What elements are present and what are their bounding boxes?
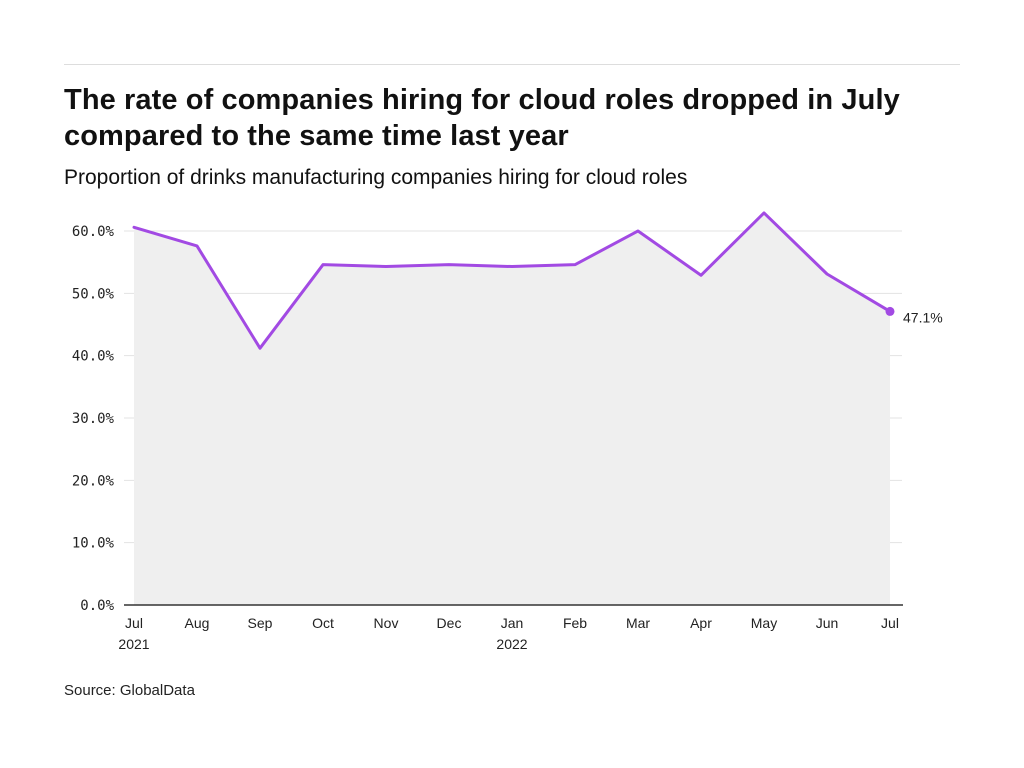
end-point-marker — [885, 306, 895, 316]
y-tick-label: 10.0% — [72, 536, 115, 552]
chart-subtitle: Proportion of drinks manufacturing compa… — [64, 166, 688, 189]
x-tick-label: Sep — [248, 615, 273, 631]
x-tick-label: Apr — [690, 615, 712, 631]
area-fill — [134, 212, 890, 605]
x-tick-label: Mar — [626, 615, 650, 631]
end-value-label: 47.1% — [903, 309, 943, 325]
y-tick-label: 20.0% — [72, 473, 115, 489]
x-tick-label: Nov — [374, 615, 399, 631]
x-tick-label: Oct — [312, 615, 334, 631]
series-line — [132, 211, 892, 350]
source-note: Source: GlobalData — [64, 682, 195, 699]
top-rule — [64, 64, 960, 65]
chart-title: The rate of companies hiring for cloud r… — [64, 84, 900, 152]
y-tick-label: 50.0% — [72, 286, 115, 302]
y-axis-ticks: 0.0% 10.0% 20.0% 30.0% 40.0% 50.0% 60.0% — [72, 224, 115, 614]
x-tick-label: Feb — [563, 615, 587, 631]
y-tick-label: 30.0% — [72, 411, 115, 427]
x-tick-label: Dec — [437, 615, 462, 631]
x-tick-label: Jul 2021 — [118, 615, 149, 652]
x-tick-label: Jan 2022 — [496, 615, 527, 652]
y-tick-label: 60.0% — [72, 224, 115, 240]
x-tick-label: May — [751, 615, 777, 631]
x-tick-label: Jul — [881, 615, 899, 631]
y-tick-label: 40.0% — [72, 349, 115, 365]
x-axis-ticks: Jul 2021 Aug Sep Oct Nov Dec Jan 2022 Feb Mar Apr Ma… — [118, 615, 899, 652]
x-tick-label: Aug — [185, 615, 210, 631]
x-tick-label: Jun — [816, 615, 839, 631]
y-tick-label: 0.0% — [80, 598, 114, 614]
